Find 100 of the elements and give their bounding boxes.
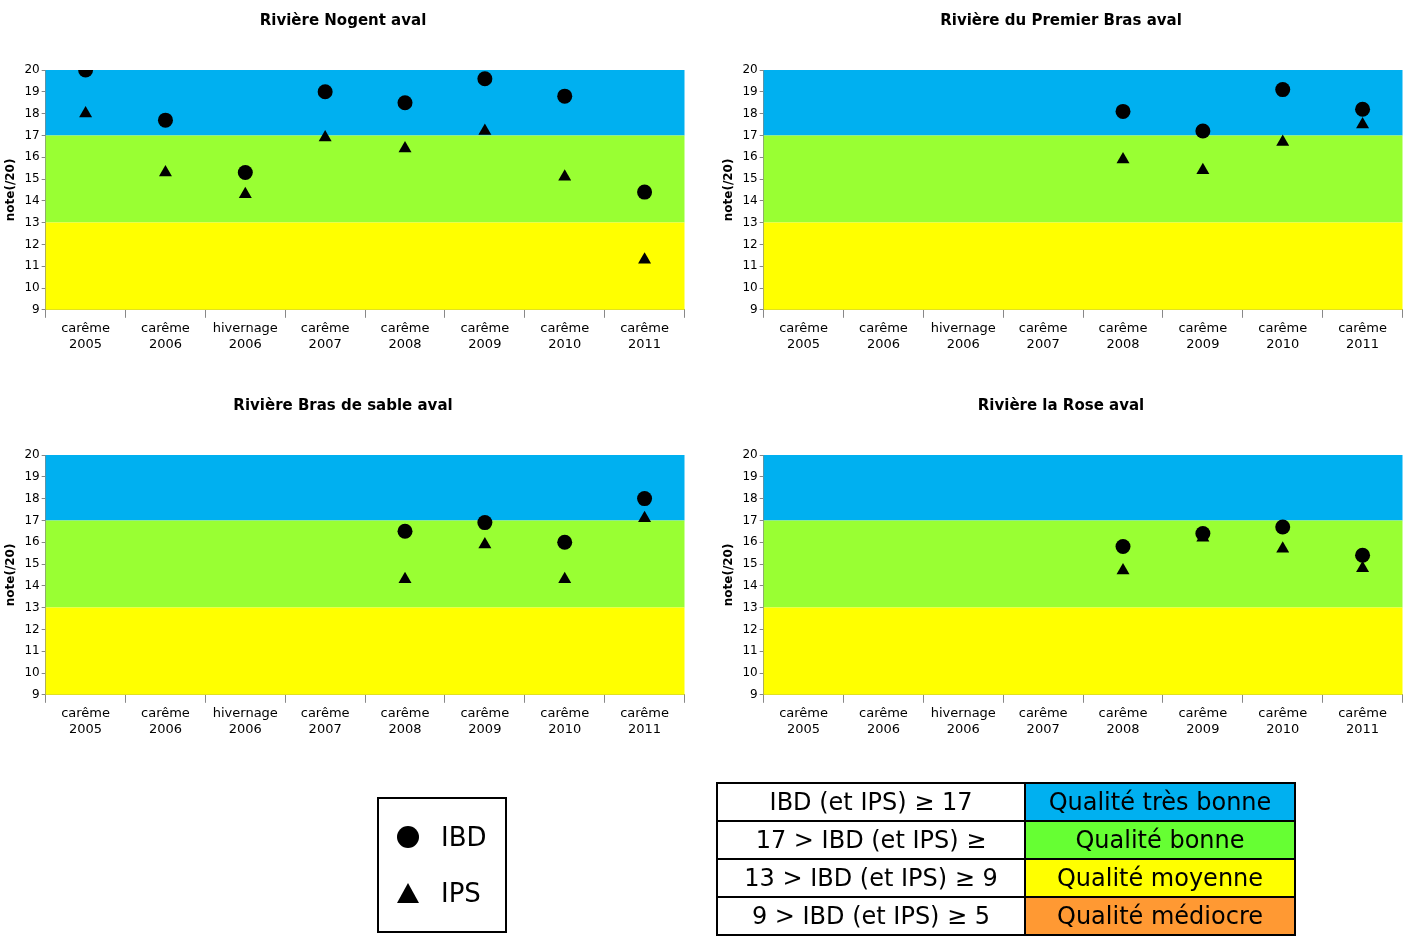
y-axis-title: note(/20) — [3, 543, 18, 607]
point — [557, 534, 573, 550]
chart-title: Rivière Bras de sable aval — [233, 395, 453, 414]
y-tick-label: 15 — [24, 556, 40, 571]
y-tick-label: 12 — [742, 621, 758, 636]
point — [1115, 539, 1131, 555]
text: Qualité très bonne — [1025, 783, 1295, 821]
text: 9 > IBD (et IPS) ≥ 5 — [717, 897, 1025, 935]
x-tick-label: carême 2010 — [540, 319, 590, 351]
y-tick-label: 10 — [24, 280, 40, 295]
y-tick-label: 20 — [24, 62, 40, 77]
point — [638, 252, 652, 264]
y-tick-label: 16 — [742, 534, 758, 549]
text: 17 > IBD (et IPS) ≥ — [717, 821, 1025, 859]
y-tick-label: 17 — [24, 512, 40, 527]
y-tick-label: 12 — [24, 236, 40, 251]
point — [318, 130, 332, 142]
x-tick-label: carême 2009 — [460, 319, 510, 351]
x-tick-label: carême 2007 — [300, 319, 350, 351]
point — [1355, 547, 1371, 563]
y-tick-label: 9 — [32, 686, 40, 701]
y-axis-title: note(/20) — [3, 158, 18, 222]
y-tick-label: 11 — [24, 258, 40, 273]
point — [397, 523, 413, 539]
y-tick-label: 10 — [742, 665, 758, 680]
x-tick-label: carême 2009 — [1178, 319, 1228, 351]
legend-label: IBD — [441, 822, 487, 852]
point — [317, 84, 333, 100]
y-tick-label: 9 — [750, 686, 758, 701]
y-tick-label: 18 — [742, 490, 758, 505]
y-tick-label: 10 — [742, 280, 758, 295]
x-tick-label: carême 2011 — [1338, 319, 1387, 351]
chart-title: Rivière la Rose aval — [977, 395, 1145, 414]
y-tick-label: 14 — [24, 577, 40, 592]
y-tick-label: 12 — [742, 236, 758, 251]
point — [558, 571, 572, 584]
point — [477, 71, 493, 87]
y-tick-label: 15 — [24, 171, 40, 186]
x-tick-label: hivernage 2006 — [930, 704, 996, 736]
y-tick-label: 11 — [742, 258, 758, 273]
y-tick-label: 12 — [24, 621, 40, 636]
text: Qualité moyenne — [1025, 859, 1295, 897]
point — [1195, 525, 1211, 541]
x-tick-label: carême 2010 — [1258, 704, 1308, 736]
y-tick-label: 17 — [742, 512, 758, 527]
y-tick-label: 13 — [24, 599, 40, 614]
x-tick-label: carême 2005 — [779, 704, 829, 736]
x-tick-label: carême 2008 — [380, 319, 430, 351]
x-tick-label: carême 2007 — [1018, 704, 1068, 736]
y-tick-label: 19 — [24, 83, 40, 98]
x-tick-label: carême 2008 — [1098, 319, 1148, 351]
x-tick-label: carême 2008 — [380, 704, 430, 736]
y-tick-label: 13 — [742, 599, 758, 614]
x-tick-label: carême 2006 — [141, 319, 190, 351]
point — [477, 515, 493, 531]
x-tick-label: carême 2007 — [1018, 319, 1068, 351]
text: Qualité médiocre — [1025, 897, 1295, 935]
point — [157, 112, 173, 128]
x-tick-label: hivernage 2006 — [930, 319, 996, 351]
y-tick-label: 13 — [24, 214, 40, 229]
y-tick-label: 18 — [24, 105, 40, 120]
y-tick-label: 19 — [742, 83, 758, 98]
y-tick-label: 15 — [742, 171, 758, 186]
x-tick-label: carême 2006 — [859, 319, 908, 351]
point — [557, 88, 573, 104]
y-tick-label: 9 — [750, 301, 758, 316]
y-tick-label: 18 — [742, 105, 758, 120]
y-tick-label: 15 — [742, 556, 758, 571]
y-tick-label: 18 — [24, 490, 40, 505]
point — [237, 164, 253, 180]
point — [397, 95, 413, 111]
y-axis-title: note(/20) — [721, 158, 736, 222]
x-tick-label: carême 2009 — [1178, 704, 1228, 736]
text: 13 > IBD (et IPS) ≥ 9 — [717, 859, 1025, 897]
point — [1356, 560, 1370, 573]
x-tick-label: carême 2005 — [61, 319, 111, 351]
text: Qualité bonne — [1025, 821, 1295, 859]
y-tick-label: 20 — [24, 447, 40, 462]
x-tick-label: hivernage 2006 — [212, 319, 278, 351]
y-tick-label: 10 — [24, 665, 40, 680]
x-tick-label: carême 2011 — [620, 319, 669, 351]
point — [79, 106, 93, 118]
y-tick-label: 9 — [32, 301, 40, 316]
chart-title: Rivière Nogent aval — [259, 10, 427, 29]
y-tick-label: 14 — [24, 192, 40, 207]
point — [158, 164, 172, 177]
x-tick-label: carême 2006 — [141, 704, 190, 736]
y-tick-label: 19 — [742, 468, 758, 483]
point — [478, 123, 492, 135]
point — [637, 491, 653, 507]
point — [398, 571, 412, 584]
point — [1276, 541, 1290, 553]
y-tick-label: 17 — [742, 127, 758, 142]
y-tick-label: 14 — [742, 577, 758, 592]
x-tick-label: carême 2007 — [300, 704, 350, 736]
point — [398, 140, 412, 153]
legend-label: IPS — [441, 878, 481, 908]
y-tick-label: 20 — [742, 447, 758, 462]
point — [238, 186, 252, 199]
point — [478, 536, 492, 549]
